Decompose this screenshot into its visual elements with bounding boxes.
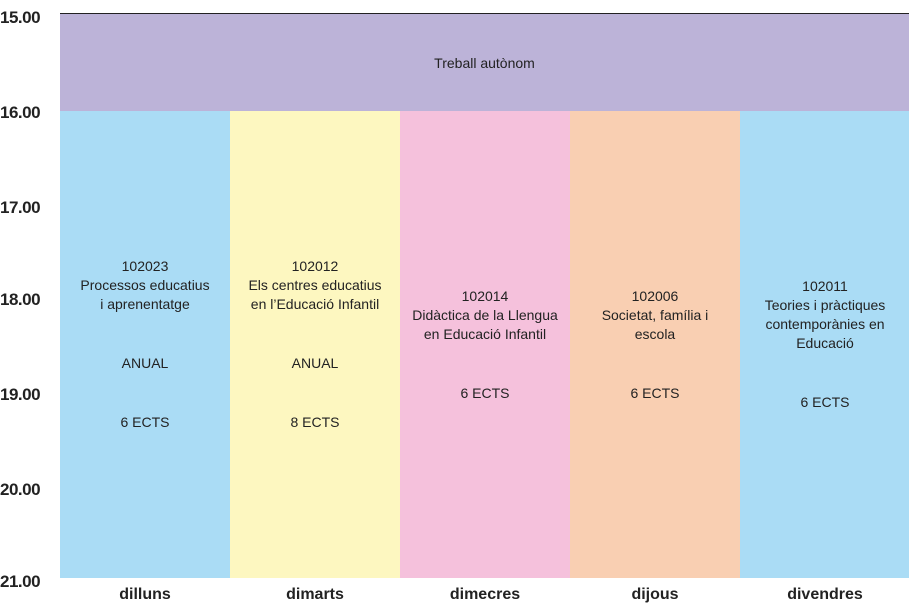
- course-name: i aprenentatge: [100, 296, 190, 312]
- course-term: ANUAL: [121, 355, 169, 371]
- time-label: 18.00: [0, 290, 41, 309]
- course-title: 102011 Teories i pràctiques contemporànies…: [765, 277, 886, 353]
- course-code: 102006: [631, 287, 679, 304]
- day-label: dimarts: [286, 586, 344, 603]
- course-name: escola: [634, 325, 676, 342]
- time-label: 15.00: [0, 8, 41, 27]
- time-label: 21.00: [0, 572, 41, 591]
- course-title: 102006 Societat, família i escola: [602, 287, 709, 344]
- course-name: en l’Educació Infantil: [250, 296, 380, 312]
- course-ects: 6 ECTS: [460, 384, 510, 401]
- course-name: Didàctica de la Llengua: [412, 306, 558, 323]
- course-cell: 102012 Els centres educatius en l’Educació…: [230, 111, 400, 578]
- course-code: 102012: [291, 258, 339, 274]
- autonomous-band: Treball autònom: [60, 14, 909, 111]
- day-label: divendres: [787, 586, 863, 603]
- day-label: dijous: [631, 586, 679, 603]
- day-label: dilluns: [119, 586, 171, 603]
- course-title: 102023 Processos educatius i aprenentatge: [80, 257, 209, 314]
- course-name: Processos educatius: [80, 277, 210, 293]
- time-label: 19.00: [0, 385, 41, 404]
- day-label: dimecres: [449, 586, 521, 603]
- time-label: 20.00: [0, 480, 41, 499]
- top-rule: [60, 13, 909, 14]
- course-code: 102011: [802, 278, 848, 294]
- course-ects: 6 ECTS: [800, 394, 850, 410]
- course-name: Educació: [796, 335, 854, 351]
- time-label: 16.00: [0, 103, 41, 122]
- course-cell: 102023 Processos educatius i aprenentatge A…: [60, 111, 230, 578]
- course-term: ANUAL: [291, 355, 339, 371]
- course-name: en Educació Infantil: [423, 325, 547, 342]
- course-cell: 102006 Societat, família i escola 6 ECTS: [570, 111, 740, 578]
- time-label: 17.00: [0, 198, 41, 217]
- course-ects: 6 ECTS: [630, 384, 680, 401]
- course-name: Els centres educatius: [248, 277, 382, 293]
- course-name: contemporànies en: [765, 316, 885, 332]
- course-code: 102023: [121, 258, 169, 274]
- course-title: 102012 Els centres educatius en l’Educació…: [248, 257, 381, 314]
- course-cell: 102011 Teories i pràctiques contemporànies…: [740, 111, 909, 578]
- course-code: 102014: [461, 287, 509, 304]
- course-name: Teories i pràctiques: [764, 297, 886, 313]
- course-title: 102014 Didàctica de la Llengua en Educació…: [412, 287, 558, 344]
- course-name: Societat, família i: [601, 306, 709, 323]
- course-ects: 6 ECTS: [120, 414, 170, 430]
- course-cell: 102014 Didàctica de la Llengua en Educació…: [400, 111, 570, 578]
- course-ects: 8 ECTS: [290, 414, 340, 430]
